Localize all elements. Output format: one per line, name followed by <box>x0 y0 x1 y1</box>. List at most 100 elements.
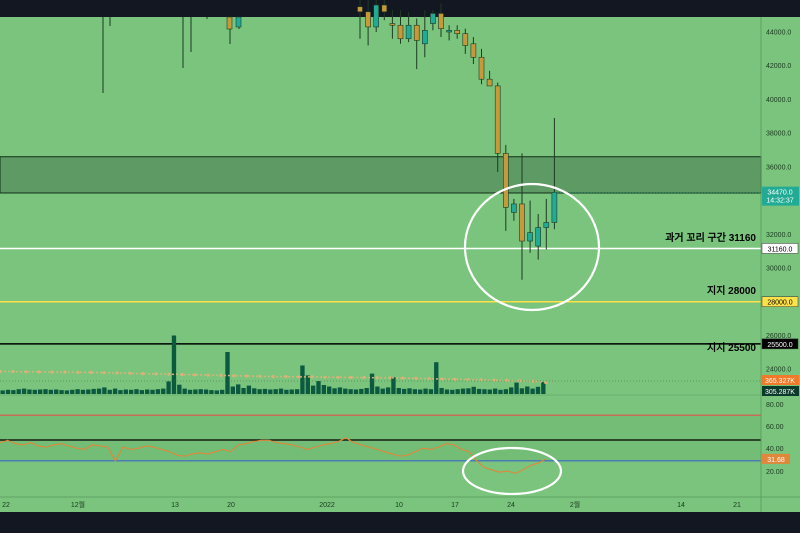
rsi-band <box>0 415 761 461</box>
volume-ma-point <box>544 381 548 385</box>
volume-bar <box>155 389 161 394</box>
volume-bar <box>412 389 418 394</box>
time-tick: 13 <box>171 502 179 509</box>
candle-body[interactable] <box>405 24 412 40</box>
volume-ma-point <box>206 373 210 377</box>
highlight-circle-price[interactable] <box>463 182 601 312</box>
level-label-0: 과거 꼬리 구간 31160 <box>665 231 756 244</box>
volume-ma-point <box>154 372 158 376</box>
candle-body[interactable] <box>365 11 371 28</box>
volume-bar <box>112 388 118 394</box>
time-tick: 22 <box>2 502 10 509</box>
level-label-2: 지지 25500 <box>707 341 756 354</box>
volume-ma-point <box>492 378 496 382</box>
candle-body[interactable] <box>551 192 558 223</box>
candle-body[interactable] <box>357 6 363 13</box>
volume-bar <box>423 388 428 394</box>
candle-body[interactable] <box>527 232 533 242</box>
candle-body[interactable] <box>486 78 493 87</box>
volume-bar <box>145 389 150 394</box>
candle-body[interactable] <box>226 16 233 30</box>
volume-ma-point <box>310 375 314 379</box>
candle-body[interactable] <box>381 4 388 13</box>
candle-body[interactable] <box>446 30 452 33</box>
volume-bar <box>107 389 112 394</box>
volume-bar <box>203 389 209 394</box>
level-tag-2: 25500.0 <box>767 342 792 349</box>
volume-ma-point <box>115 371 119 375</box>
volume-ma-point <box>323 375 327 379</box>
current-price-tag: 34470.0 <box>767 190 792 197</box>
candle-body[interactable] <box>462 33 469 46</box>
volume-ma-point <box>37 370 41 374</box>
volume-bar <box>246 385 252 394</box>
rsi-tick: 80.00 <box>766 402 784 409</box>
volume-bar <box>102 387 107 394</box>
volume-bar <box>86 389 91 394</box>
time-tick: 10 <box>395 502 403 509</box>
candle-body[interactable] <box>543 222 550 228</box>
volume-bar <box>75 389 80 394</box>
rsi-tick: 60.00 <box>766 424 784 431</box>
highlight-circle-rsi[interactable] <box>461 446 563 496</box>
volume-bar <box>300 365 305 394</box>
volume-bar <box>123 389 128 394</box>
volume-bar <box>150 389 155 394</box>
volume-ma-point <box>258 374 262 378</box>
volume-bar <box>262 388 268 394</box>
volume-ma-point <box>414 376 418 380</box>
volume-bar <box>64 390 70 394</box>
candle-body[interactable] <box>430 13 436 24</box>
volume-ma-point <box>76 370 80 374</box>
volume-bar <box>343 388 348 394</box>
volume-bar <box>466 388 471 394</box>
level-tag-1: 28000.0 <box>767 300 792 307</box>
volume-bar <box>161 388 166 394</box>
candle-body[interactable] <box>519 203 525 242</box>
candle-body[interactable] <box>413 24 420 41</box>
volume-bar <box>294 389 300 394</box>
rsi-line <box>0 437 547 474</box>
volume-ma-point <box>193 373 197 377</box>
volume-bar <box>225 352 230 394</box>
resistance-zone <box>0 156 762 194</box>
volume-bar <box>305 375 310 394</box>
candle-body[interactable] <box>502 153 509 208</box>
candle-body[interactable] <box>511 203 517 213</box>
time-tick: 12월 <box>71 500 85 509</box>
volume-bar <box>509 387 514 394</box>
candle-body[interactable] <box>478 56 485 80</box>
volume-ma-point <box>11 369 15 374</box>
price-tick: 40000.0 <box>766 97 791 104</box>
candle-body[interactable] <box>373 4 380 28</box>
candle-body[interactable] <box>389 23 396 26</box>
volume-bar <box>214 390 219 394</box>
rsi-tick: 20.00 <box>766 469 784 476</box>
candle-body[interactable] <box>454 30 461 34</box>
volume-bar <box>252 388 257 394</box>
volume-bar <box>166 381 171 394</box>
volume-bar <box>498 389 503 394</box>
volume-bar <box>460 388 466 394</box>
volume-bar <box>535 386 541 394</box>
candle-body[interactable] <box>535 227 542 247</box>
candle-body[interactable] <box>470 43 477 58</box>
volume-bar <box>396 388 401 394</box>
time-tick: 17 <box>451 502 459 509</box>
volume-ma-point <box>388 376 392 380</box>
volume-bar <box>332 388 337 394</box>
volume-ma-point <box>232 374 236 378</box>
volume-bar <box>401 388 407 394</box>
volume-bar <box>519 388 525 394</box>
candle-body[interactable] <box>235 16 242 28</box>
candle-body[interactable] <box>438 13 444 29</box>
rsi-value-tag-bg <box>762 453 790 464</box>
candle-body[interactable] <box>494 85 501 154</box>
candle-body[interactable] <box>421 30 428 45</box>
volume-ma-point <box>466 378 470 382</box>
candle-body[interactable] <box>397 24 404 40</box>
volume-bar <box>380 388 385 394</box>
volume-bar <box>257 389 262 394</box>
chart-background <box>0 17 761 512</box>
